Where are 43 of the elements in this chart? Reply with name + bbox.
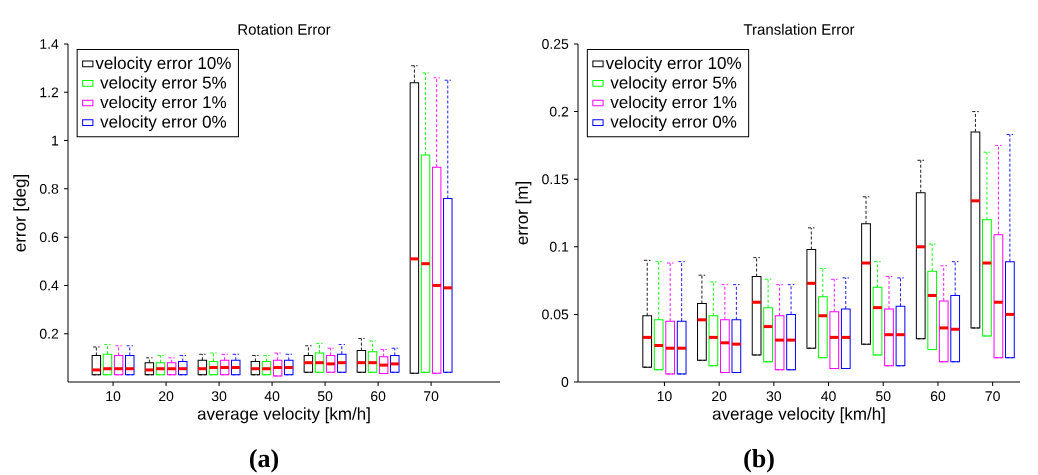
chart-title: Translation Error (743, 23, 855, 35)
x-tick-label: 30 (211, 391, 227, 402)
y-tick-label: 0.4 (39, 280, 59, 291)
x-axis-title: average velocity [km/h] (712, 407, 885, 424)
x-tick-label: 50 (317, 391, 333, 402)
y-tick-label: 0 (561, 377, 569, 387)
x-tick-label: 70 (424, 391, 439, 402)
x-tick-label: 20 (158, 391, 174, 402)
x-axis-title: average velocity [km/h] (197, 407, 370, 424)
legend-label: velocity error 10% (95, 56, 231, 73)
y-tick-label: 0.8 (39, 183, 59, 194)
x-tick-label: 60 (371, 391, 386, 402)
y-tick-label: 0.05 (542, 309, 569, 320)
y-tick-label: 0.15 (542, 174, 569, 185)
y-tick-label: 0.2 (549, 106, 569, 117)
chart-title: Rotation Error (238, 23, 331, 35)
y-tick-label: 1 (52, 135, 59, 146)
y-axis-title: error [deg] (13, 175, 30, 252)
text: (b) (744, 448, 774, 473)
x-tick-label: 10 (106, 391, 121, 402)
legend-label: velocity error 1% (100, 95, 227, 112)
y-tick-label: 0.1 (549, 241, 569, 252)
y-tick-label: 0.2 (39, 328, 59, 339)
legend-label: velocity error 0% (610, 115, 737, 132)
x-tick-label: 20 (712, 391, 727, 402)
x-tick-label: 50 (876, 391, 891, 402)
legend-label: velocity error 5% (610, 76, 737, 92)
x-tick-label: 40 (821, 391, 836, 402)
y-axis-title: error [m] (515, 182, 532, 245)
legend-label: velocity error 10% (605, 56, 741, 73)
y-tick-label: 0.25 (542, 39, 569, 49)
x-tick-label: 70 (985, 391, 1000, 402)
legend-label: velocity error 1% (610, 95, 737, 112)
y-tick-label: 1.4 (40, 39, 59, 49)
x-tick-label: 30 (766, 391, 782, 402)
x-tick-label: 60 (930, 391, 946, 402)
legend-label: velocity error 5% (100, 76, 227, 92)
y-tick-label: 1.2 (40, 87, 59, 98)
text: (a) (249, 448, 279, 473)
x-tick-label: 10 (657, 391, 672, 402)
y-tick-label: 0.6 (39, 232, 59, 243)
legend-label: velocity error 0% (100, 115, 227, 132)
x-tick-label: 40 (264, 391, 280, 402)
